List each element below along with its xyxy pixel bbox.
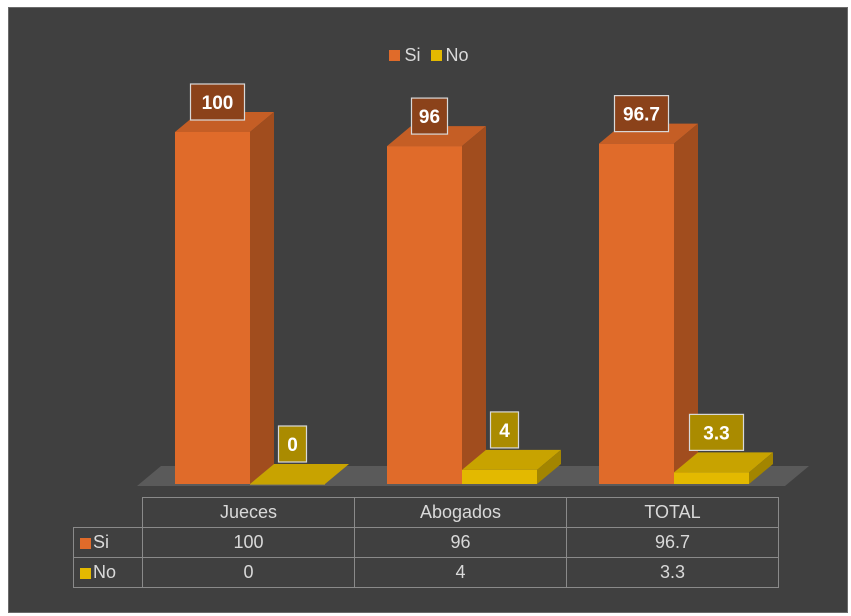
cell-no-jueces: 0	[142, 557, 355, 588]
data-label-no-abogados: 4	[499, 421, 510, 442]
row-swatch-no	[80, 568, 91, 579]
category-header-jueces: Jueces	[142, 497, 355, 528]
legend-label-si: Si	[404, 44, 421, 65]
row-label-si: Si	[93, 532, 110, 552]
bar-no-abogados	[462, 469, 537, 484]
data-label-box-si-abogados	[410, 97, 449, 135]
bar-side-no-abogados	[537, 449, 561, 484]
cell-no-abogados: 4	[354, 557, 567, 588]
legend-swatch-si	[389, 49, 401, 61]
legend-swatch-no	[430, 49, 442, 61]
bar-top-no-jueces	[250, 464, 349, 484]
data-label-box-si-jueces	[189, 83, 246, 121]
chart-legend: Si No	[9, 43, 849, 67]
legend-label-no: No	[445, 44, 469, 65]
bar-side-no-total	[749, 452, 773, 484]
data-table-row-no: No 0 4 3.3	[73, 557, 779, 588]
cell-si-jueces: 100	[142, 527, 355, 558]
bar-si-total	[599, 143, 674, 484]
bar-top-no-abogados	[462, 449, 561, 470]
data-table: Jueces Abogados TOTAL Si 100 96 96.7 No …	[73, 497, 779, 588]
category-header-total: TOTAL	[566, 497, 779, 528]
bar-side-si-total	[674, 123, 698, 484]
bar-si-jueces	[175, 132, 250, 484]
bar-no-jueces	[250, 484, 325, 485]
cell-no-total: 3.3	[566, 557, 779, 588]
data-label-box-no-jueces	[277, 425, 308, 463]
chart-frame: 100 0 96 4 96.7 3.3 Si No Jueces Abogados TOT…	[8, 7, 848, 613]
row-header-si: Si	[73, 527, 143, 558]
row-header-no: No	[73, 557, 143, 588]
row-label-no: No	[93, 562, 117, 582]
data-label-box-no-total	[688, 413, 745, 451]
category-header-abogados: Abogados	[354, 497, 567, 528]
cell-si-total: 96.7	[566, 527, 779, 558]
row-swatch-si	[80, 538, 91, 549]
legend-entry-si: Si	[389, 44, 421, 66]
chart-plot: 100 0 96 4 96.7 3.3	[137, 83, 809, 486]
bar-si-abogados	[387, 146, 462, 484]
data-label-si-jueces: 100	[202, 93, 234, 114]
bar-side-si-jueces	[250, 112, 274, 484]
data-table-corner	[73, 497, 143, 528]
data-label-no-jueces: 0	[287, 435, 298, 456]
data-label-box-si-total	[613, 95, 670, 133]
bar-no-total	[674, 472, 749, 484]
data-label-no-total: 3.3	[703, 423, 729, 444]
data-table-row-si: Si 100 96 96.7	[73, 527, 779, 558]
data-label-box-no-abogados	[489, 411, 520, 449]
bar-top-no-total	[674, 452, 773, 473]
bar-side-si-abogados	[462, 126, 486, 484]
data-label-si-total: 96.7	[623, 105, 660, 126]
legend-entry-no: No	[430, 44, 469, 66]
data-table-header-row: Jueces Abogados TOTAL	[73, 497, 779, 528]
cell-si-abogados: 96	[354, 527, 567, 558]
data-label-si-abogados: 96	[419, 107, 440, 128]
